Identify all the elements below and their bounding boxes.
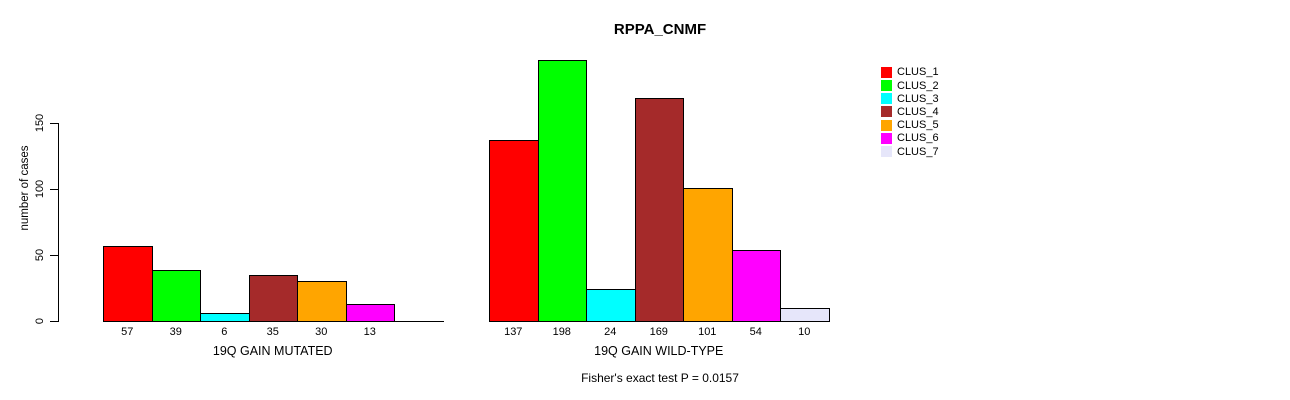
bar-value-label: 6 (221, 326, 228, 338)
legend-swatch-clus_4 (881, 106, 892, 118)
bar-clus_2 (537, 59, 587, 322)
legend-label-clus_5: CLUS_5 (897, 119, 939, 132)
bar-clus_2 (151, 269, 201, 322)
legend-label-clus_3: CLUS_3 (897, 92, 939, 105)
bar-clus_1 (489, 140, 539, 322)
bar-value-label: 13 (363, 326, 376, 338)
bar-clus_4 (634, 97, 684, 322)
bar-value-label: 24 (604, 326, 617, 338)
bar-value-label: 101 (698, 326, 717, 338)
legend-label-clus_1: CLUS_1 (897, 66, 939, 79)
bar-clus_5 (683, 187, 733, 322)
chart-title: RPPA_CNMF (613, 21, 707, 38)
bar-value-label: 169 (649, 326, 668, 338)
x-axis-group-label: 19Q GAIN MUTATED (212, 344, 333, 358)
legend-swatch-clus_7 (881, 146, 892, 157)
bar-value-label: 39 (169, 326, 182, 338)
legend-label-clus_6: CLUS_6 (897, 132, 939, 145)
legend-swatch-clus_1 (881, 66, 892, 78)
bar-value-label: 57 (121, 326, 134, 338)
y-tick-mark (50, 255, 58, 256)
y-axis-label: number of cases (19, 145, 31, 231)
bar-clus_4 (248, 274, 298, 322)
bar-clus_3 (200, 313, 250, 322)
bar-value-label: 54 (749, 326, 762, 338)
y-axis-line (58, 123, 59, 322)
y-tick-label: 0 (34, 317, 46, 325)
legend-label-clus_7: CLUS_7 (897, 145, 939, 158)
legend-label-clus_4: CLUS_4 (897, 105, 939, 118)
y-tick-mark (50, 321, 58, 322)
bar-clus_7 (394, 321, 444, 322)
legend-swatch-clus_5 (881, 119, 892, 131)
legend-swatch-clus_3 (881, 93, 892, 105)
bar-clus_1 (103, 245, 153, 322)
legend-swatch-clus_2 (881, 80, 892, 91)
bar-value-label: 10 (798, 326, 811, 338)
y-tick-label: 50 (34, 248, 46, 262)
bar-value-label: 137 (504, 326, 523, 338)
bar-value-label: 35 (266, 326, 279, 338)
x-axis-group-label: 19Q GAIN WILD-TYPE (594, 344, 724, 358)
fisher-test-annotation: Fisher's exact test P = 0.0157 (581, 371, 739, 385)
legend-swatch-clus_6 (881, 132, 892, 144)
legend-label-clus_2: CLUS_2 (897, 79, 939, 92)
y-tick-mark (50, 123, 58, 124)
y-tick-label: 100 (34, 179, 46, 199)
bar-clus_5 (297, 281, 347, 322)
bar-clus_6 (345, 303, 395, 322)
bar-clus_3 (586, 289, 636, 322)
bar-clus_6 (731, 249, 781, 322)
y-tick-label: 150 (34, 113, 46, 133)
bar-value-label: 198 (552, 326, 571, 338)
bar-value-label: 30 (315, 326, 328, 338)
y-tick-mark (50, 189, 58, 190)
bar-clus_7 (780, 307, 830, 322)
